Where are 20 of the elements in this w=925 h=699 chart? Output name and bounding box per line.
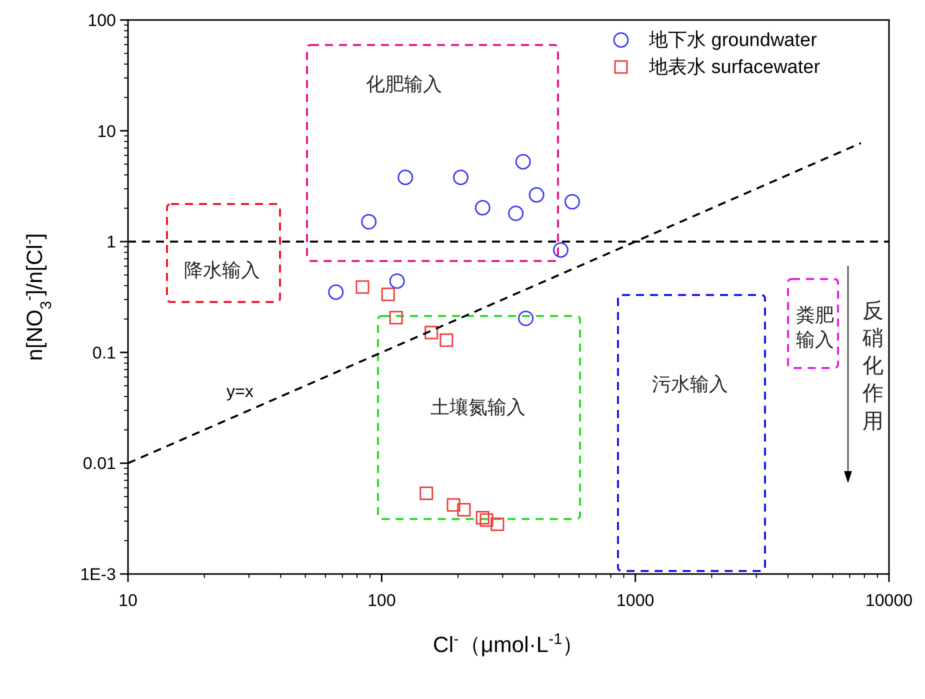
x-axis-title: Cl$^{-}$（μmol·L$^{-1}$）: [432, 630, 584, 657]
annotation: 降水输入: [184, 260, 260, 282]
y-tick-label: 10: [97, 122, 116, 141]
y-tick-label: 100: [88, 11, 116, 30]
x-tick-label: 10: [118, 591, 138, 610]
annotation: 粪肥输入: [796, 305, 834, 351]
y-tick-label: 0.1: [92, 343, 116, 362]
x-tick-label: 100: [367, 591, 396, 610]
legend-label: 地表水 surfacewater: [648, 57, 821, 78]
x-tick-label: 1000: [616, 591, 654, 610]
x-tick-label: 10000: [865, 591, 913, 610]
annotation: 反硝化作用: [862, 300, 884, 433]
y-tick-label: 1E-3: [80, 565, 116, 584]
y-tick-label: 0.01: [82, 454, 116, 474]
annotation: 化肥输入: [366, 74, 442, 96]
annotation: 污水输入: [652, 374, 728, 396]
annotation: y=x: [226, 382, 254, 401]
annotation: 土壤氮输入: [430, 398, 526, 419]
y-tick-label: 1: [106, 232, 116, 252]
legend-label: 地下水 groundwater: [648, 30, 818, 51]
